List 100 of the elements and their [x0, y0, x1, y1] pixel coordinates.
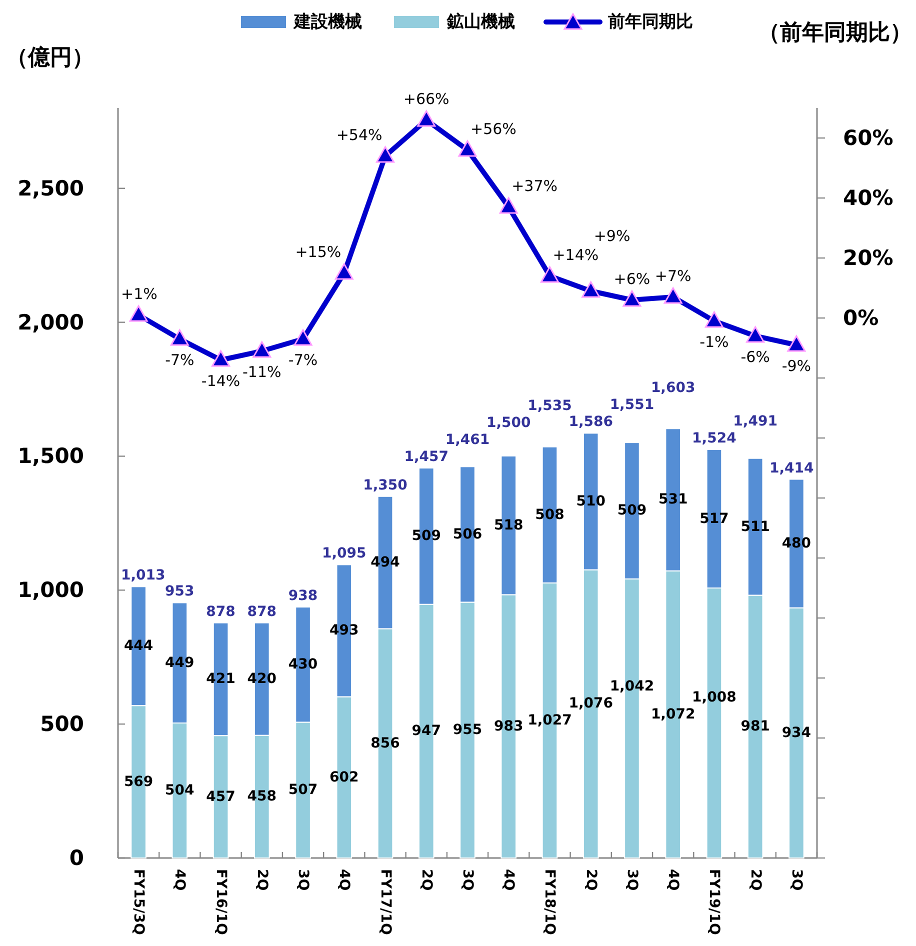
total-label: 1,551: [610, 397, 654, 414]
data-label: 1,027: [528, 712, 572, 728]
data-label: 1,072: [650, 706, 696, 722]
x-tick-label: 3Q: [624, 869, 640, 891]
y2-axis-title: （前年同期比）: [758, 20, 912, 46]
data-label: 518: [494, 517, 524, 534]
y-tick-label: 0: [69, 846, 84, 870]
x-tick-label: 2Q: [254, 869, 270, 891]
data-label: +54%: [336, 126, 382, 144]
point: [294, 329, 312, 346]
data-label: 602: [330, 769, 359, 786]
total-label: 1,013: [121, 568, 166, 584]
point: [622, 290, 642, 307]
data-label: -14%: [201, 372, 240, 390]
data-label: +37%: [512, 177, 558, 195]
total-label: 1,461: [445, 432, 490, 448]
x-tick-label: FY16/1Q: [212, 869, 229, 936]
x-tick-label: 4Q: [172, 869, 188, 891]
point: [334, 263, 354, 280]
data-label: 494: [370, 554, 400, 571]
total-label: 1,524: [692, 430, 737, 447]
data-label: 947: [412, 723, 441, 740]
data-label: 983: [494, 718, 524, 734]
point: [212, 350, 230, 367]
data-label: +15%: [295, 243, 342, 261]
x-tick-label: 2Q: [747, 869, 764, 891]
point: [417, 110, 436, 127]
data-label: 569: [124, 774, 154, 790]
data-label: 421: [206, 671, 236, 688]
y-tick-label: 500: [40, 712, 84, 736]
total-label: 953: [165, 584, 194, 600]
data-label: 1,008: [692, 689, 736, 706]
legend-label: 前年同期比: [607, 12, 693, 32]
data-label: 1,042: [610, 678, 654, 694]
data-label: -7%: [165, 351, 194, 369]
data-label: +9%: [594, 227, 630, 245]
total-label: 1,586: [568, 414, 613, 430]
point: [499, 197, 518, 214]
x-tick-label: 4Q: [336, 869, 352, 891]
y2-tick-label: 60%: [843, 126, 894, 150]
x-tick-label: 3Q: [788, 869, 804, 891]
data-label: 504: [165, 782, 195, 798]
x-tick-label: FY19/1Q: [706, 869, 722, 936]
total-label: 878: [206, 604, 236, 620]
x-tick-label: FY15/3Q: [130, 869, 147, 936]
data-label: 507: [288, 782, 318, 798]
y-tick-label: 1,000: [18, 578, 84, 602]
x-tick-label: 3Q: [295, 869, 312, 891]
data-label: +66%: [403, 90, 450, 108]
y2-tick-label: 0%: [843, 306, 879, 330]
x-tick-label: 3Q: [460, 869, 476, 891]
data-label: 444: [124, 638, 154, 654]
data-label: 856: [370, 735, 400, 752]
point: [746, 326, 765, 343]
y-axis-title: （億円）: [6, 46, 94, 70]
point: [170, 329, 189, 346]
total-label: 1,603: [650, 380, 696, 396]
point: [540, 266, 559, 283]
data-label: -1%: [700, 333, 729, 351]
data-label: 509: [412, 528, 441, 544]
data-label: +56%: [470, 120, 516, 138]
y2-tick-label: 20%: [843, 246, 894, 270]
data-label: 1,076: [568, 695, 613, 712]
data-label: 981: [740, 718, 770, 735]
data-label: 510: [576, 493, 606, 510]
data-label: 449: [165, 654, 194, 671]
data-label: 457: [206, 788, 236, 805]
data-label: 508: [535, 506, 564, 523]
x-tick-label: 4Q: [665, 869, 682, 891]
total-label: 1,414: [769, 460, 814, 476]
total-label: 1,350: [363, 477, 408, 494]
data-label: -9%: [782, 357, 812, 375]
legend-label: 鉱山機械: [446, 12, 515, 32]
total-label: 1,491: [733, 414, 778, 430]
y-tick-label: 2,500: [18, 176, 84, 200]
data-label: -6%: [740, 348, 770, 366]
x-tick-label: FY18/1Q: [542, 869, 558, 936]
data-label: 517: [700, 510, 729, 527]
total-label: 1,535: [528, 398, 572, 414]
total-label: 1,457: [404, 449, 449, 465]
x-tick-label: FY17/1Q: [377, 869, 394, 936]
data-label: +7%: [654, 267, 692, 285]
data-label: 493: [330, 622, 359, 639]
y-tick-label: 1,500: [18, 444, 84, 468]
data-label: 934: [782, 724, 812, 741]
total-label: 878: [247, 604, 277, 620]
data-label: 511: [740, 518, 770, 535]
point: [664, 287, 682, 304]
data-label: +14%: [552, 246, 599, 264]
data-label: +1%: [121, 285, 158, 303]
total-label: 1,500: [486, 415, 532, 431]
data-label: 458: [247, 788, 277, 805]
point: [582, 281, 600, 298]
data-label: 480: [782, 536, 812, 552]
data-label: 955: [452, 722, 482, 738]
point: [704, 311, 724, 328]
data-label: -7%: [288, 351, 318, 369]
x-tick-label: 2Q: [582, 869, 599, 891]
data-label: 531: [658, 492, 688, 508]
point: [458, 140, 477, 157]
